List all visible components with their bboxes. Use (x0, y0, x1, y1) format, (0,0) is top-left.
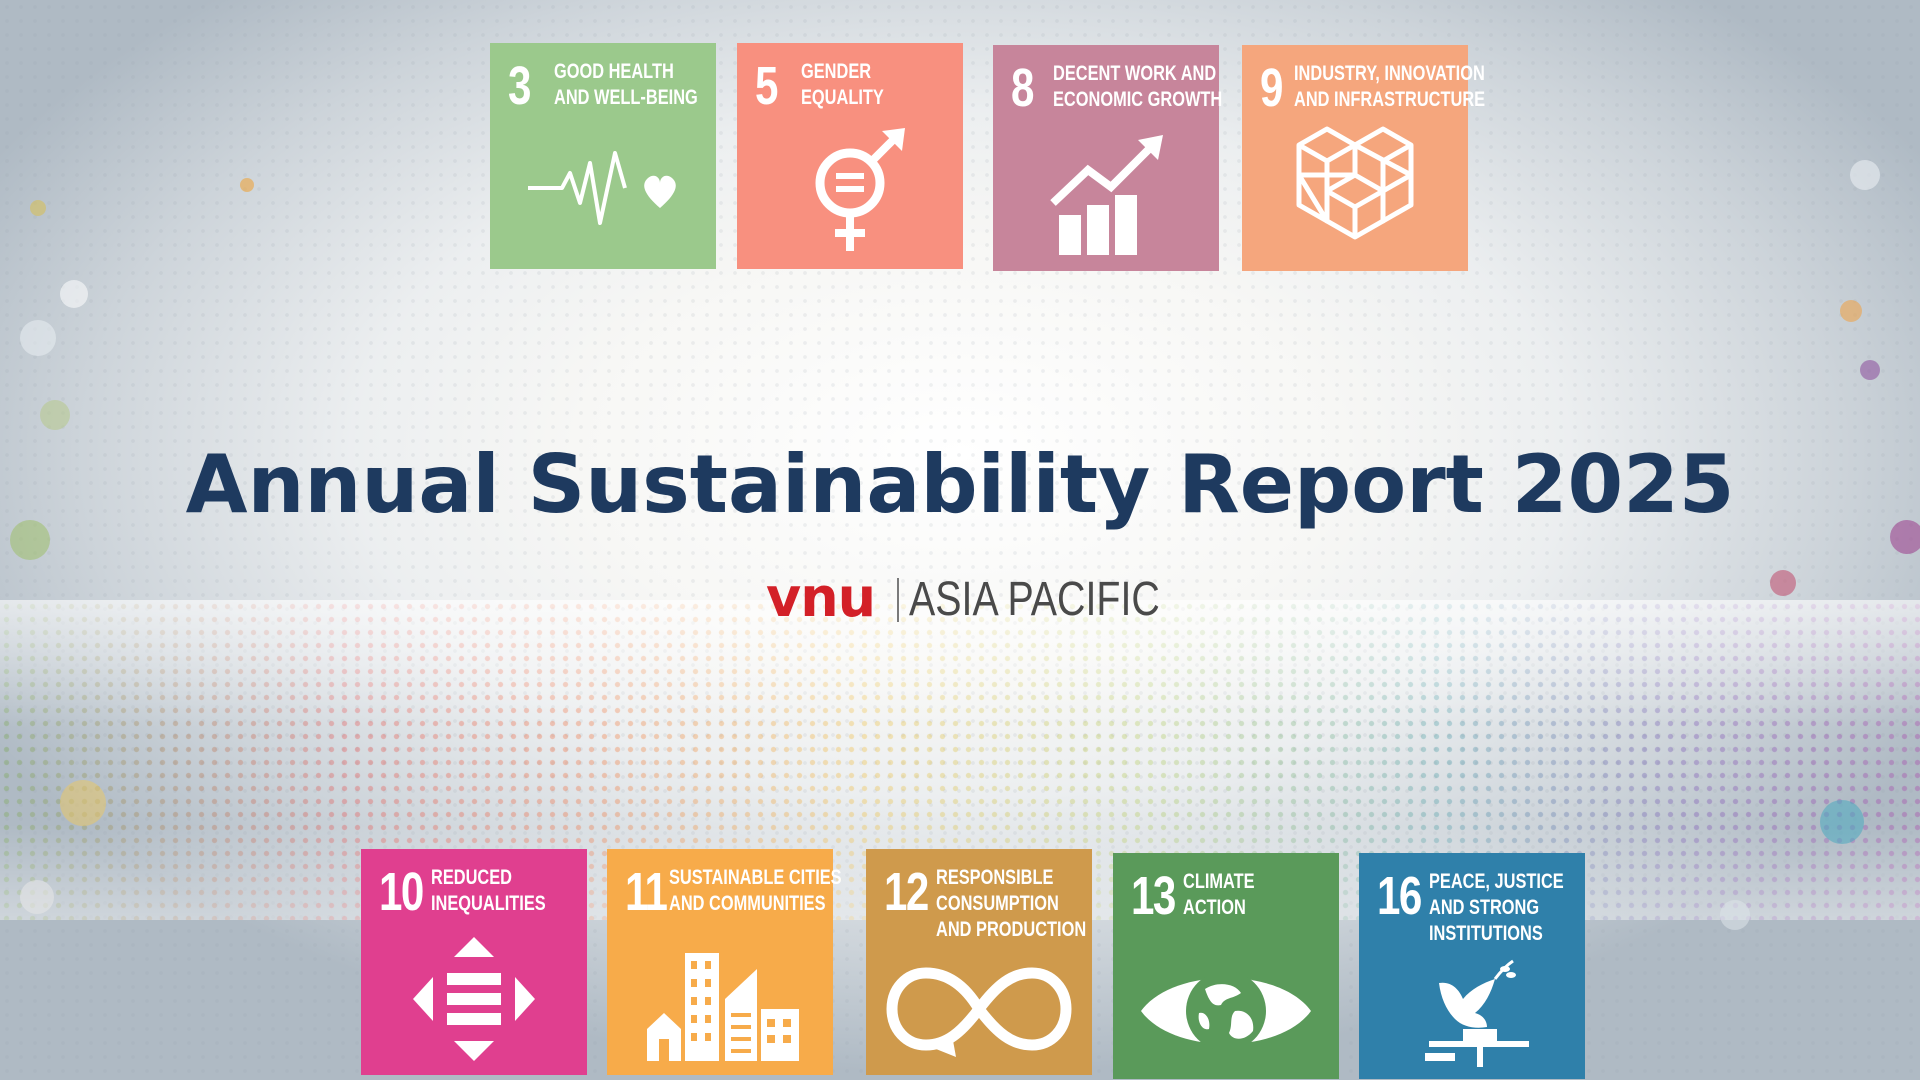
bokeh (60, 780, 106, 826)
sdg-label-line: AND WELL-BEING (554, 86, 698, 109)
sdg-label-line: ACTION (1183, 896, 1246, 919)
heartbeat-icon (490, 123, 716, 263)
sdg-label: GOOD HEALTH AND WELL-BEING (554, 59, 698, 111)
sdg-label: REDUCED INEQUALITIES (431, 865, 546, 917)
bokeh (1850, 160, 1880, 190)
sdg-label-line: ECONOMIC GROWTH (1053, 88, 1223, 111)
sdg-label-line: CLIMATE (1183, 870, 1255, 893)
infinity-loop-icon (866, 949, 1092, 1069)
sdg-tile-10: 10 REDUCED INEQUALITIES (361, 849, 587, 1075)
bokeh (1890, 520, 1920, 554)
bokeh (30, 200, 46, 216)
sdg-number: 16 (1377, 866, 1422, 926)
city-buildings-icon (607, 929, 833, 1069)
sdg-number: 3 (508, 56, 531, 116)
bokeh (20, 880, 54, 914)
sdg-tile-9: 9 INDUSTRY, INNOVATION AND INFRASTRUCTUR… (1242, 45, 1485, 271)
sdg-label-line: AND INFRASTRUCTURE (1294, 88, 1486, 111)
sdg-number: 9 (1260, 58, 1283, 118)
sdg-label: PEACE, JUSTICE AND STRONG INSTITUTIONS (1429, 869, 1564, 947)
sdg-tile-11: 11 SUSTAINABLE CITIES AND COMMUNITIES (607, 849, 842, 1075)
sdg-label-line: INEQUALITIES (431, 892, 546, 915)
sdg-label-line: AND COMMUNITIES (669, 892, 826, 915)
sdg-label-line: REDUCED (431, 866, 512, 889)
sdg-label-line: GENDER (801, 60, 872, 83)
sdg-label-line: RESPONSIBLE (936, 866, 1054, 889)
bokeh (1840, 300, 1862, 322)
sdg-number: 5 (755, 56, 778, 116)
cubes-icon (1242, 125, 1468, 265)
sdg-label-line: AND PRODUCTION (936, 918, 1087, 941)
bokeh (1820, 800, 1864, 844)
bokeh (240, 178, 254, 192)
sdg-label: RESPONSIBLE CONSUMPTION AND PRODUCTION (936, 865, 1086, 943)
company-logo: vnu ASIA PACIFIC (766, 566, 1186, 629)
logo-divider (897, 578, 899, 622)
sdg-number: 10 (379, 862, 424, 922)
sdg-tile-13: 13 CLIMATE ACTION (1113, 853, 1339, 1079)
sdg-label-line: SUSTAINABLE CITIES (669, 866, 842, 889)
sdg-number: 11 (625, 862, 668, 922)
sdg-tile-16: 16 PEACE, JUSTICE AND STRONG INSTITUTION… (1359, 853, 1585, 1079)
logo-brand: vnu (766, 566, 876, 629)
growth-chart-icon (993, 125, 1219, 265)
sdg-label: SUSTAINABLE CITIES AND COMMUNITIES (669, 865, 842, 917)
sdg-label: INDUSTRY, INNOVATION AND INFRASTRUCTURE (1294, 61, 1485, 113)
bokeh (1860, 360, 1880, 380)
bokeh (40, 400, 70, 430)
sdg-label-line: AND STRONG (1429, 896, 1540, 919)
arrows-equal-icon (361, 929, 587, 1069)
earth-eye-icon (1113, 949, 1339, 1073)
sdg-label-line: INDUSTRY, INNOVATION (1294, 62, 1485, 85)
sdg-tile-3: 3 GOOD HEALTH AND WELL-BEING (490, 43, 716, 269)
sdg-label: GENDER EQUALITY (801, 59, 884, 111)
sdg-number: 12 (884, 862, 929, 922)
bokeh (60, 280, 88, 308)
sdg-label-line: INSTITUTIONS (1429, 922, 1543, 945)
bokeh (1720, 900, 1750, 930)
sdg-tile-5: 5 GENDER EQUALITY (737, 43, 963, 269)
sdg-label: CLIMATE ACTION (1183, 869, 1255, 921)
sdg-label-line: DECENT WORK AND (1053, 62, 1217, 85)
sdg-label-line: EQUALITY (801, 86, 884, 109)
report-title: Annual Sustainability Report 2025 (185, 438, 1735, 531)
bokeh (1770, 570, 1796, 596)
logo-region: ASIA PACIFIC (909, 573, 1160, 626)
sdg-label-line: GOOD HEALTH (554, 60, 674, 83)
bokeh (10, 520, 50, 560)
sdg-number: 13 (1131, 866, 1176, 926)
sdg-tile-8: 8 DECENT WORK AND ECONOMIC GROWTH (993, 45, 1222, 271)
dove-gavel-icon (1359, 953, 1585, 1073)
sdg-number: 8 (1011, 58, 1034, 118)
sdg-label-line: PEACE, JUSTICE (1429, 870, 1564, 893)
gender-equality-icon (737, 123, 963, 263)
sdg-tile-12: 12 RESPONSIBLE CONSUMPTION AND PRODUCTIO… (866, 849, 1092, 1075)
sdg-label: DECENT WORK AND ECONOMIC GROWTH (1053, 61, 1222, 113)
sdg-label-line: CONSUMPTION (936, 892, 1059, 915)
bokeh (20, 320, 56, 356)
